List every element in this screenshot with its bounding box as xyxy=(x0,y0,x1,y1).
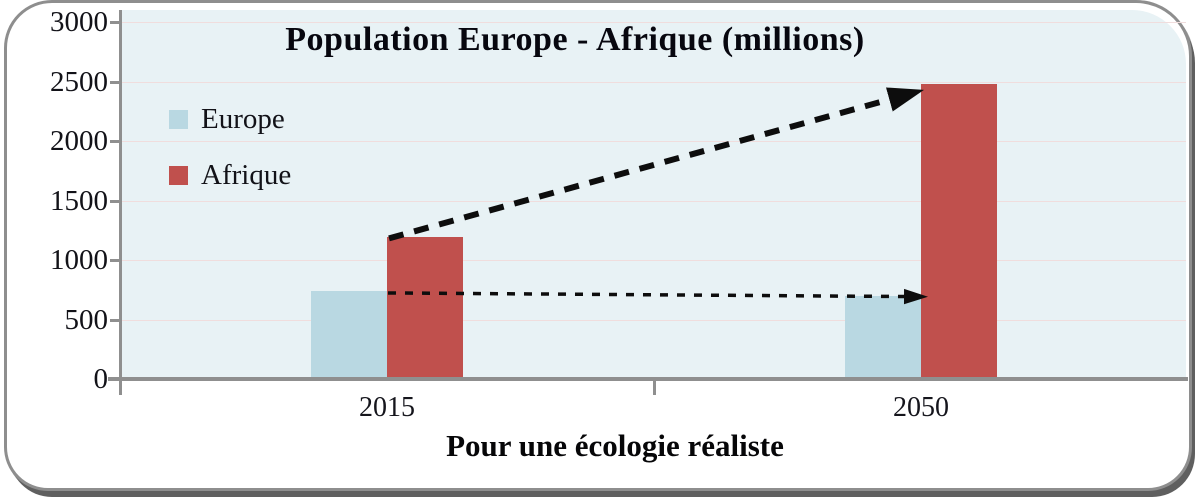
legend: Europe Afrique xyxy=(169,103,291,215)
y-tick-1500 xyxy=(110,199,121,203)
gridline-1000 xyxy=(122,260,1186,261)
gridline-2500 xyxy=(122,81,1186,83)
y-tick-0 xyxy=(110,378,121,381)
y-tick-3000 xyxy=(110,21,121,24)
bar-afrique-2050 xyxy=(921,83,997,378)
x-axis-title: Pour une écologie réaliste xyxy=(446,428,784,463)
x-tick-label-2050: 2050 xyxy=(893,392,949,423)
x-axis-line xyxy=(108,377,1188,381)
legend-swatch-europe xyxy=(169,109,188,129)
y-tick-label-2500: 2500 xyxy=(50,65,108,98)
legend-label: Europe xyxy=(201,102,285,135)
legend-swatch-afrique xyxy=(169,165,188,185)
y-tick-label-3000: 3000 xyxy=(50,6,108,38)
bar-afrique-2015 xyxy=(387,237,463,378)
bar-europe-2015 xyxy=(311,290,387,378)
y-tick-label-2000: 2000 xyxy=(50,125,108,157)
x-axis-boundary-tick xyxy=(653,380,656,395)
x-tick-label-2015: 2015 xyxy=(359,392,415,423)
chart-title: Population Europe - Afrique (millions) xyxy=(285,21,865,58)
gridline-3000 xyxy=(122,22,1186,23)
y-tick-label-0: 0 xyxy=(93,363,109,395)
y-tick-label-1000: 1000 xyxy=(50,244,108,276)
legend-label: Afrique xyxy=(201,158,292,191)
y-tick-label-500: 500 xyxy=(64,303,109,336)
y-tick-1000 xyxy=(110,259,121,262)
y-tick-label-1500: 1500 xyxy=(50,184,108,217)
y-tick-2500 xyxy=(110,80,121,84)
y-tick-2000 xyxy=(110,140,121,143)
y-tick-500 xyxy=(110,318,121,322)
bar-europe-2050 xyxy=(845,295,921,378)
legend-item-afrique: Afrique xyxy=(169,159,291,191)
y-axis-line xyxy=(119,10,122,395)
gridline-500 xyxy=(122,319,1186,321)
legend-item-europe: Europe xyxy=(169,103,291,135)
